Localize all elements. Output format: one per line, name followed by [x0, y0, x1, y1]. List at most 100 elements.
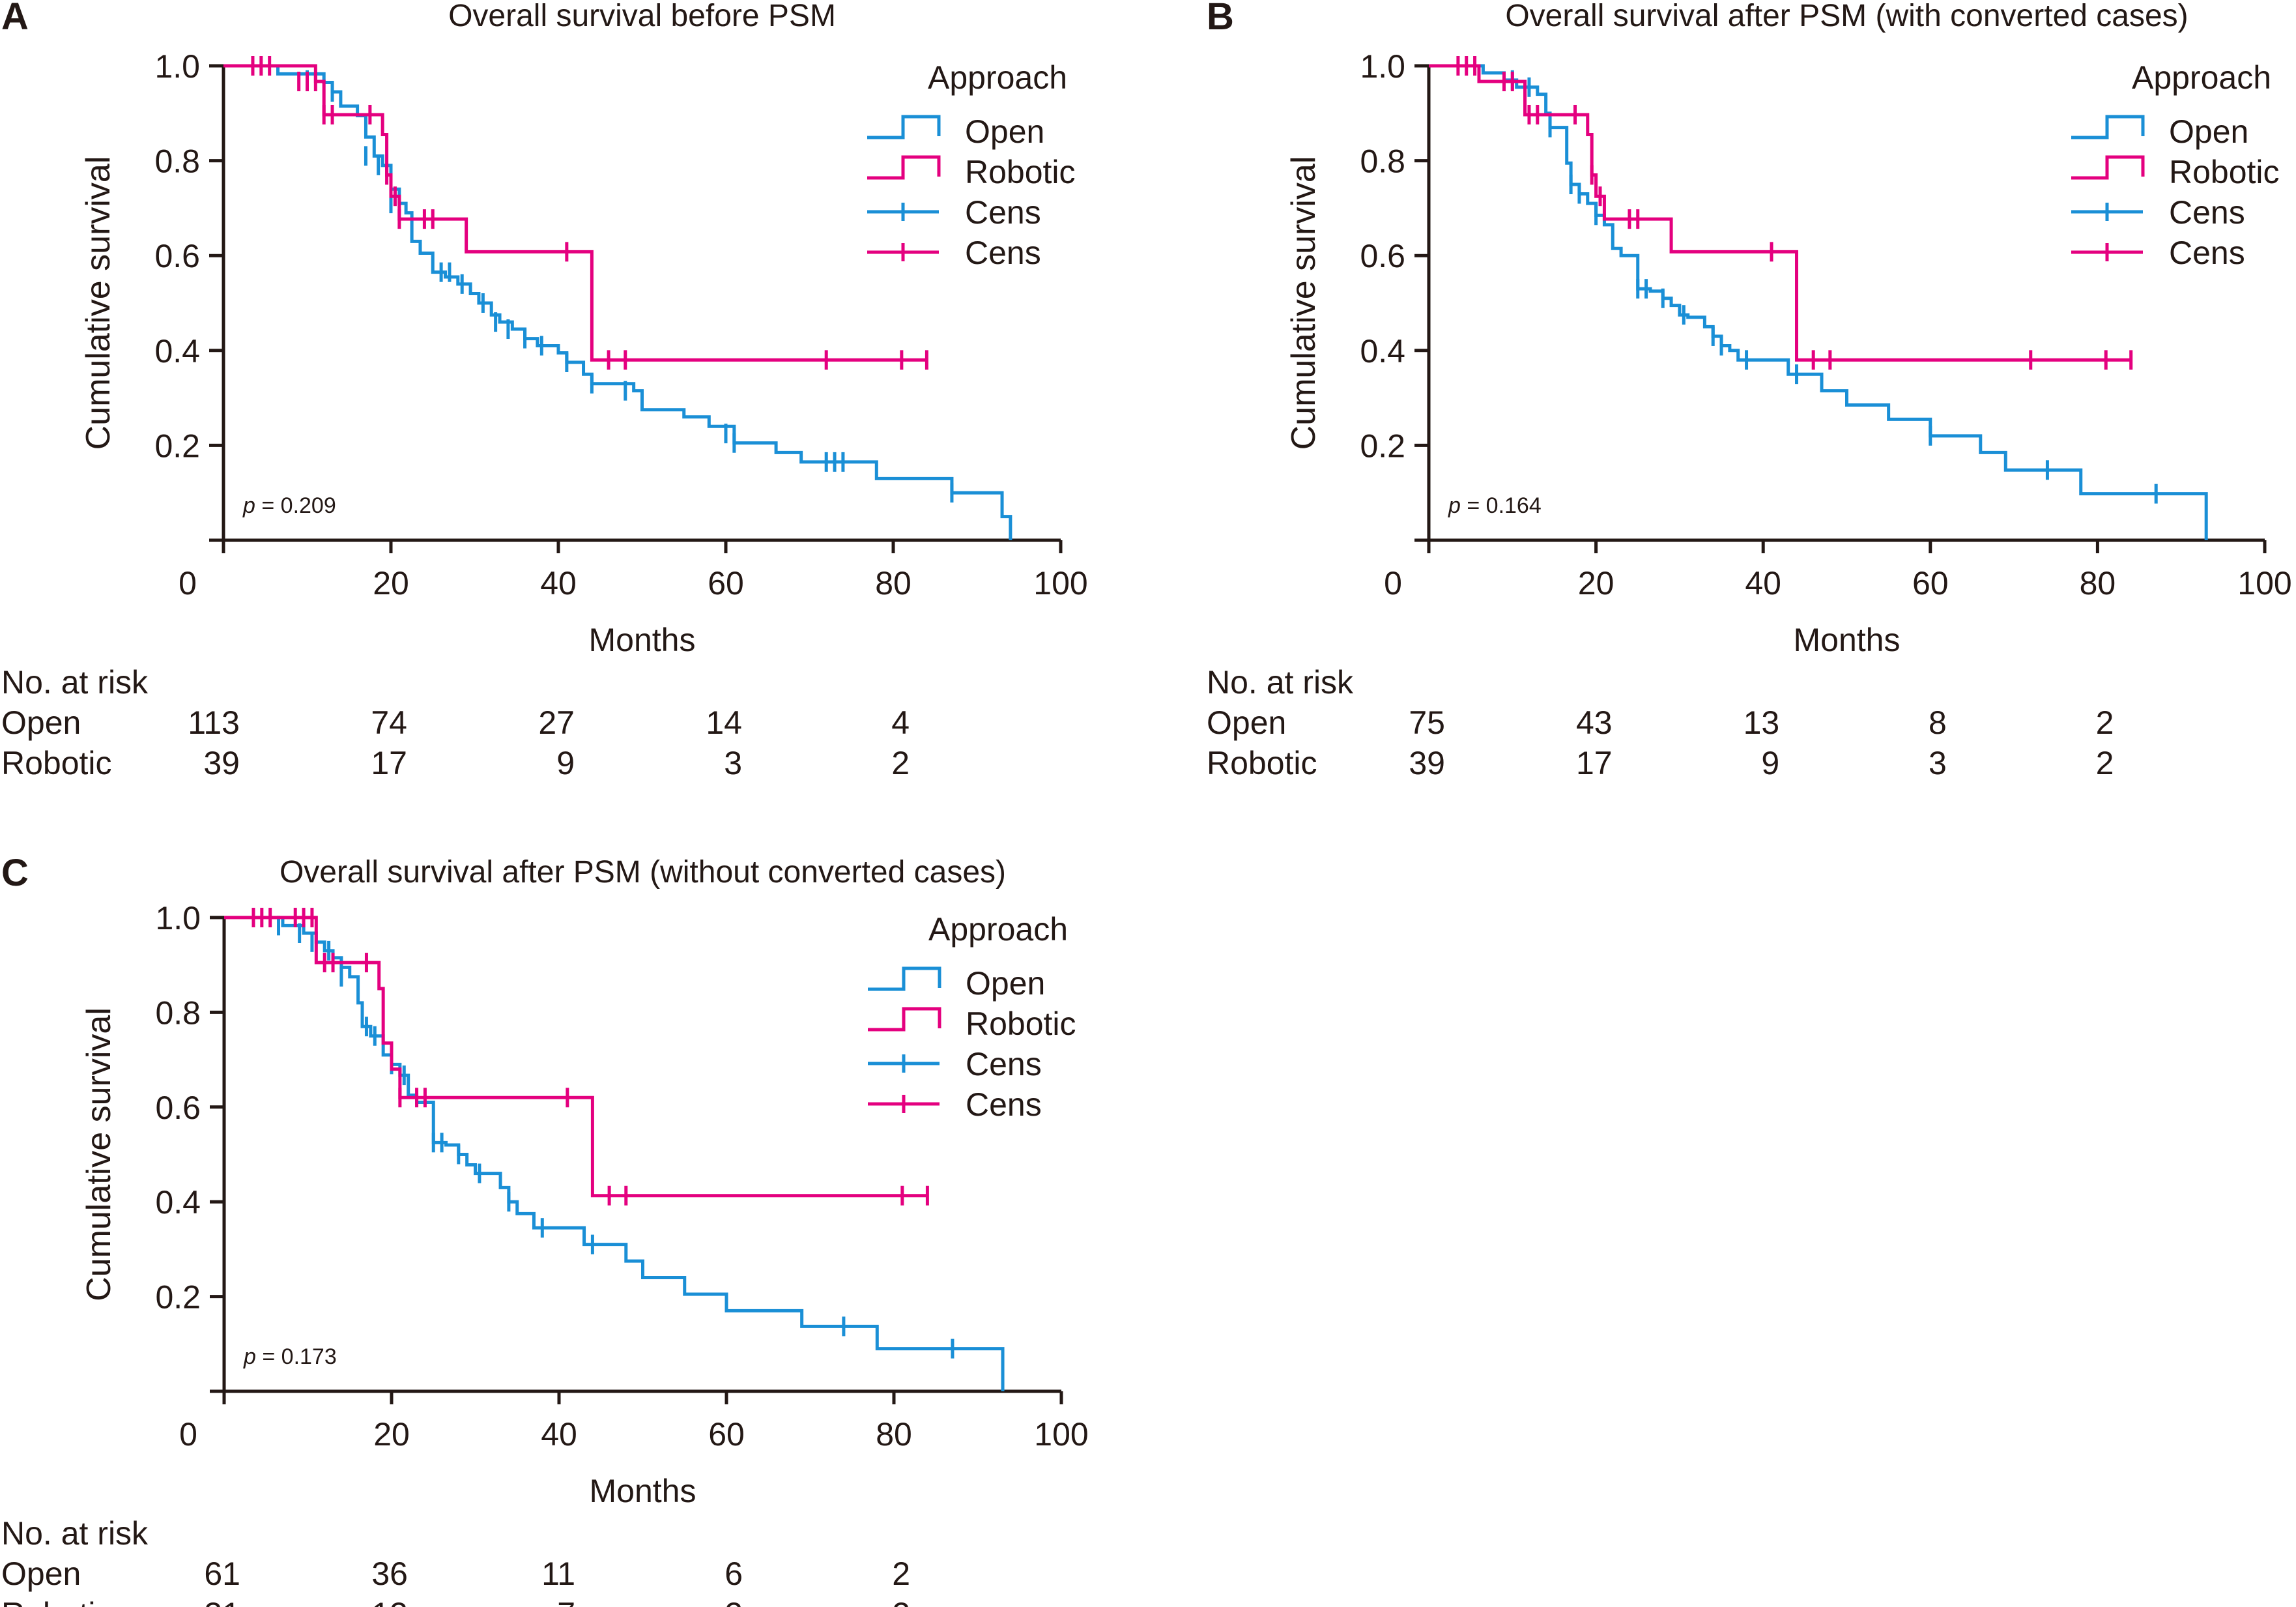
risk-value: 75: [1409, 704, 1445, 741]
risk-value: 113: [188, 704, 240, 741]
legend-step-icon: [868, 1007, 941, 1032]
legend-step-icon: [868, 966, 941, 991]
p-value: p = 0.209: [242, 493, 336, 518]
risk-value: 3: [724, 745, 742, 781]
legend-label: Robotic: [2169, 154, 2280, 190]
y-tick-label: 1.0: [154, 48, 200, 85]
legend-label: Cens: [965, 235, 1041, 271]
risk-value: 9: [1761, 745, 1779, 781]
p-symbol: p: [242, 493, 255, 518]
y-tick-label: 1.0: [1360, 48, 1405, 85]
p-symbol: p: [1448, 493, 1461, 518]
risk-value: 2: [892, 1556, 910, 1592]
risk-value: 13: [371, 1596, 408, 1607]
x-tick-label: 40: [1745, 565, 1781, 601]
x-tick-label: 100: [1034, 1416, 1088, 1453]
y-tick-label: 0.4: [155, 1184, 201, 1221]
legend-step-icon: [2071, 115, 2145, 139]
x-tick-label: 80: [2080, 565, 2116, 601]
p-symbol: p: [243, 1344, 256, 1369]
x-tick-label: 60: [708, 1416, 745, 1453]
risk-value: 36: [371, 1556, 408, 1592]
y-tick-label: 0.8: [154, 143, 200, 180]
risk-row-label: Open: [1, 704, 81, 741]
risk-row-label: Robotic: [1, 1596, 112, 1607]
risk-value: 4: [891, 704, 910, 741]
p-value-number: = 0.164: [1461, 493, 1542, 518]
risk-value: 14: [706, 704, 742, 741]
legend-step-icon: [867, 155, 941, 180]
y-tick-label: 0.4: [1360, 333, 1405, 369]
y-tick-label: 0.6: [155, 1090, 201, 1126]
panel-c: C Overall survival after PSM (without con…: [1, 852, 1089, 1607]
legend-step-icon: [867, 115, 941, 139]
x-tick-label: 80: [876, 1416, 912, 1453]
panel-letter: A: [1, 0, 29, 38]
p-value-number: = 0.173: [256, 1344, 337, 1369]
x-tick-label: 0: [179, 565, 197, 601]
p-value: p = 0.173: [243, 1344, 337, 1369]
risk-value: 7: [557, 1596, 575, 1607]
risk-value: 11: [541, 1556, 575, 1592]
x-axis-label: Months: [589, 622, 696, 658]
legend-label: Cens: [966, 1086, 1042, 1123]
risk-value: 3: [1929, 745, 1947, 781]
risk-value: 13: [1744, 704, 1780, 741]
x-tick-label: 100: [1033, 565, 1087, 601]
risk-value: 8: [1929, 704, 1947, 741]
legend-label: Open: [966, 965, 1045, 1002]
risk-row-label: Robotic: [1207, 745, 1317, 781]
y-tick-label: 0.2: [1360, 427, 1405, 464]
risk-value: 31: [204, 1596, 240, 1607]
legend-label: Robotic: [965, 154, 1076, 190]
risk-value: 74: [371, 704, 407, 741]
legend-title: Approach: [2132, 59, 2271, 96]
legend-title: Approach: [928, 59, 1067, 96]
y-tick-label: 1.0: [155, 900, 201, 936]
y-axis-label: Cumulative survival: [80, 1007, 118, 1301]
risk-value: 2: [891, 745, 910, 781]
legend-step-icon: [2071, 155, 2145, 180]
km-curve-robotic: [1429, 64, 2131, 362]
panel-letter: C: [1, 852, 29, 894]
chart-title: Overall survival after PSM (with convert…: [1505, 0, 2188, 33]
risk-value: 39: [203, 745, 240, 781]
risk-value: 2: [725, 1596, 743, 1607]
legend-label: Open: [2169, 113, 2248, 150]
risk-value: 61: [204, 1556, 240, 1592]
x-tick-label: 0: [1384, 565, 1402, 601]
legend-label: Open: [965, 113, 1044, 150]
y-tick-label: 0.8: [155, 994, 201, 1031]
y-tick-label: 0.6: [154, 238, 200, 274]
x-tick-label: 20: [373, 1416, 410, 1453]
y-axis-label: Cumulative survival: [1285, 156, 1323, 450]
y-tick-label: 0.2: [154, 427, 200, 464]
km-curve-robotic: [224, 916, 928, 1198]
x-tick-label: 100: [2237, 565, 2291, 601]
risk-value: 27: [538, 704, 575, 741]
x-tick-label: 80: [875, 565, 911, 601]
risk-table-header: No. at risk: [1, 1515, 149, 1552]
risk-value: 39: [1409, 745, 1445, 781]
risk-row-label: Open: [1207, 704, 1286, 741]
km-curve-robotic: [223, 64, 927, 362]
risk-value: 2: [892, 1596, 910, 1607]
legend-label: Cens: [966, 1046, 1042, 1082]
legend-title: Approach: [928, 911, 1068, 948]
risk-value: 17: [371, 745, 407, 781]
p-value-number: = 0.209: [255, 493, 336, 518]
p-value: p = 0.164: [1448, 493, 1542, 518]
x-axis-label: Months: [590, 1473, 696, 1509]
risk-value: 2: [2096, 745, 2114, 781]
x-tick-label: 40: [541, 1416, 577, 1453]
risk-table-header: No. at risk: [1, 664, 149, 701]
x-tick-label: 60: [708, 565, 744, 601]
y-tick-label: 0.4: [154, 333, 200, 369]
panel-letter: B: [1207, 0, 1234, 38]
y-axis-label: Cumulative survival: [79, 156, 117, 450]
risk-value: 43: [1576, 704, 1613, 741]
risk-value: 6: [725, 1556, 743, 1592]
x-tick-label: 0: [179, 1416, 197, 1453]
legend-label: Cens: [2169, 235, 2245, 271]
